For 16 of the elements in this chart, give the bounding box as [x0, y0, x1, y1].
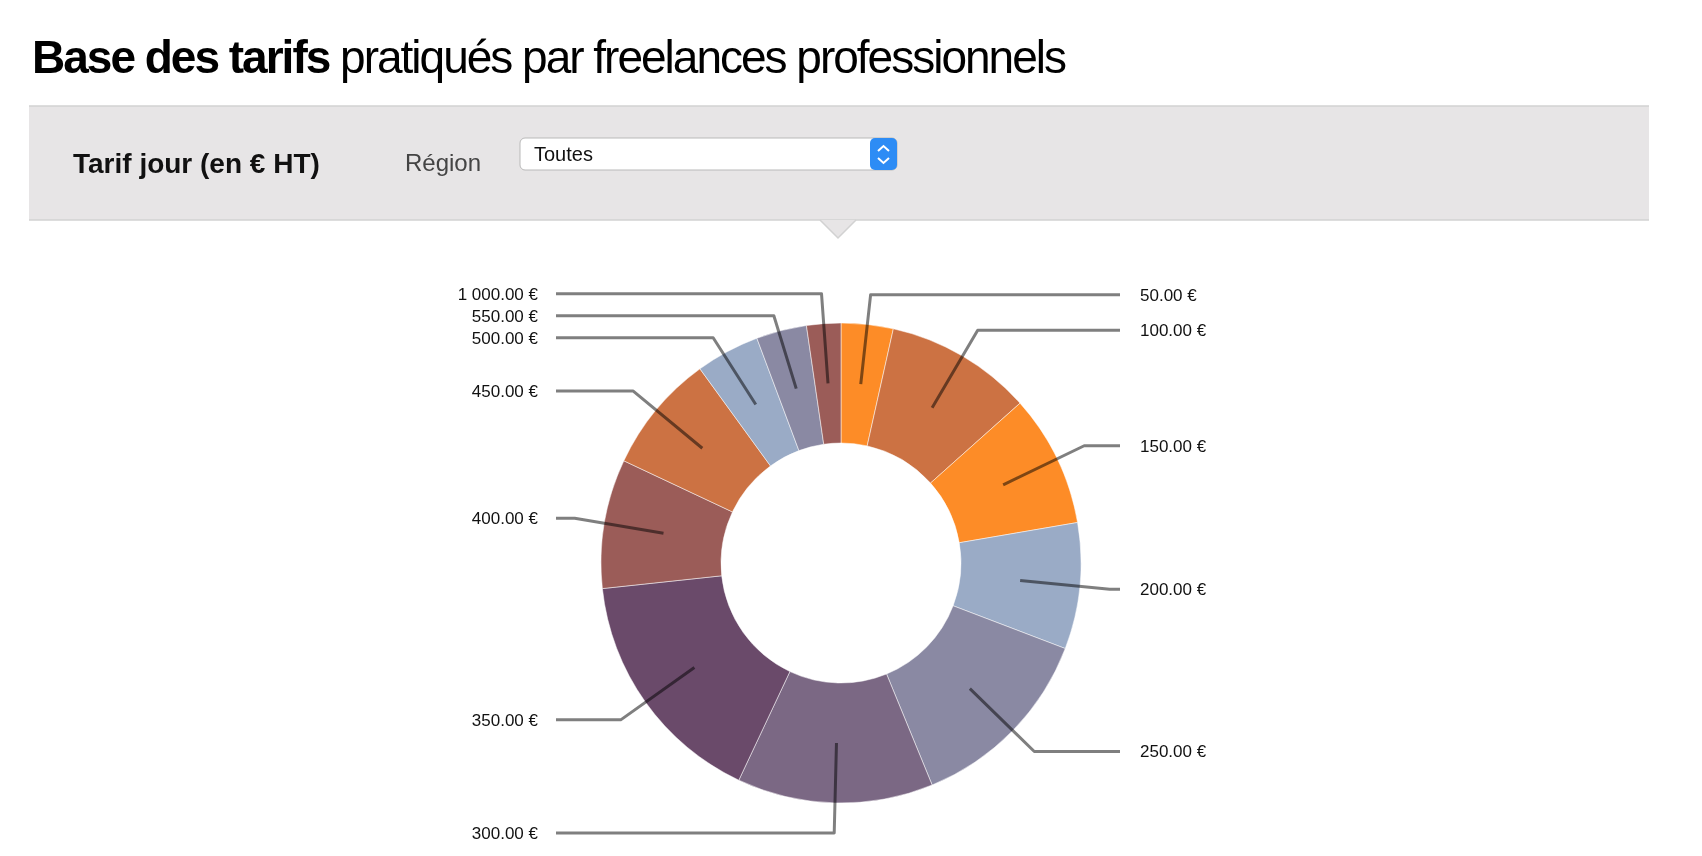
slice-label: 50.00 € [1140, 285, 1198, 305]
slice-label: 250.00 € [1140, 742, 1207, 762]
slice-label: 100.00 € [1140, 321, 1207, 341]
slice-label: 200.00 € [1140, 580, 1207, 600]
slice-label: 1 000.00 € [457, 284, 539, 304]
text: Tarif jour (en € HT) [73, 148, 320, 179]
slice-label: 150.00 € [1140, 436, 1207, 456]
slice-label: 550.00 € [471, 306, 539, 326]
text: Région [405, 149, 482, 176]
chart-title: Base des tarifs pratiqués par freelances professionnels [32, 31, 1066, 83]
slice-label: 400.00 € [471, 509, 539, 529]
text: Toutes [534, 143, 593, 165]
slice-label: 500.00 € [471, 328, 539, 348]
slice-label: 350.00 € [471, 710, 539, 730]
slice-label: 300.00 € [471, 823, 539, 843]
slice-label: 450.00 € [471, 381, 539, 401]
